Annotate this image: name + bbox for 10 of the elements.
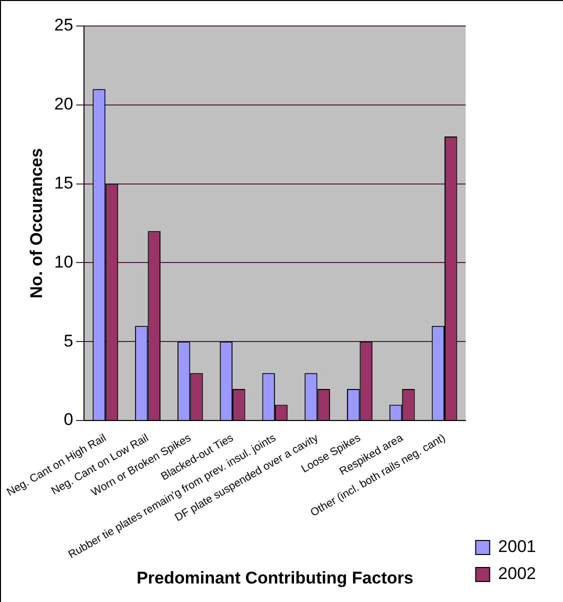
- y-tick-label: 15: [54, 174, 74, 192]
- x-axis-title: Predominant Contributing Factors: [136, 568, 414, 588]
- y-axis-title: No. of Occurances: [26, 148, 46, 298]
- y-tick-label: 20: [54, 94, 74, 114]
- y-tick-label: 5: [64, 331, 74, 350]
- y-tick-label: 0: [64, 410, 74, 430]
- y-tick-label: 10: [54, 252, 74, 272]
- y-tick-label: 25: [54, 16, 74, 35]
- legend-label: 2001: [498, 537, 536, 556]
- legend-label: 2002: [498, 564, 536, 584]
